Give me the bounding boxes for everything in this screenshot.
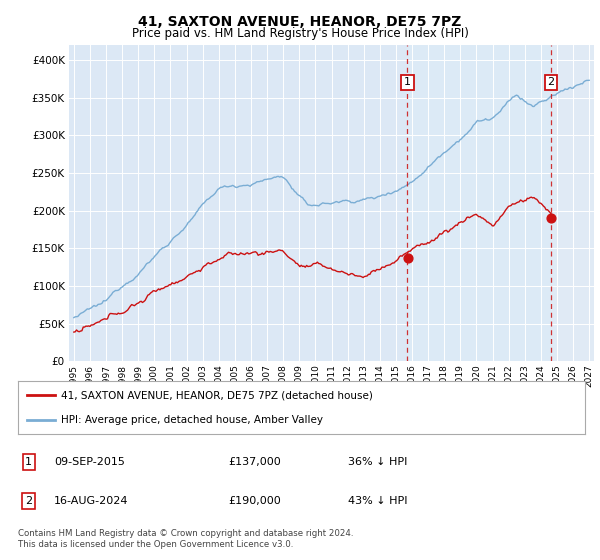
- Text: 41, SAXTON AVENUE, HEANOR, DE75 7PZ (detached house): 41, SAXTON AVENUE, HEANOR, DE75 7PZ (det…: [61, 390, 373, 400]
- Text: £137,000: £137,000: [228, 457, 281, 467]
- Bar: [407, 45, 551, 361]
- Bar: [551, 45, 597, 361]
- Text: Price paid vs. HM Land Registry's House Price Index (HPI): Price paid vs. HM Land Registry's House …: [131, 27, 469, 40]
- Text: 1: 1: [404, 77, 411, 87]
- Text: Contains HM Land Registry data © Crown copyright and database right 2024.
This d: Contains HM Land Registry data © Crown c…: [18, 529, 353, 549]
- Text: £190,000: £190,000: [228, 496, 281, 506]
- Text: 09-SEP-2015: 09-SEP-2015: [54, 457, 125, 467]
- Point: [403, 254, 412, 263]
- Text: 2: 2: [25, 496, 32, 506]
- Text: 43% ↓ HPI: 43% ↓ HPI: [348, 496, 407, 506]
- Text: 16-AUG-2024: 16-AUG-2024: [54, 496, 128, 506]
- Text: 2: 2: [547, 77, 554, 87]
- Text: 41, SAXTON AVENUE, HEANOR, DE75 7PZ: 41, SAXTON AVENUE, HEANOR, DE75 7PZ: [139, 15, 461, 29]
- Text: HPI: Average price, detached house, Amber Valley: HPI: Average price, detached house, Ambe…: [61, 414, 323, 424]
- Point: [547, 213, 556, 222]
- Bar: [551, 45, 597, 361]
- Text: 36% ↓ HPI: 36% ↓ HPI: [348, 457, 407, 467]
- Text: 1: 1: [25, 457, 32, 467]
